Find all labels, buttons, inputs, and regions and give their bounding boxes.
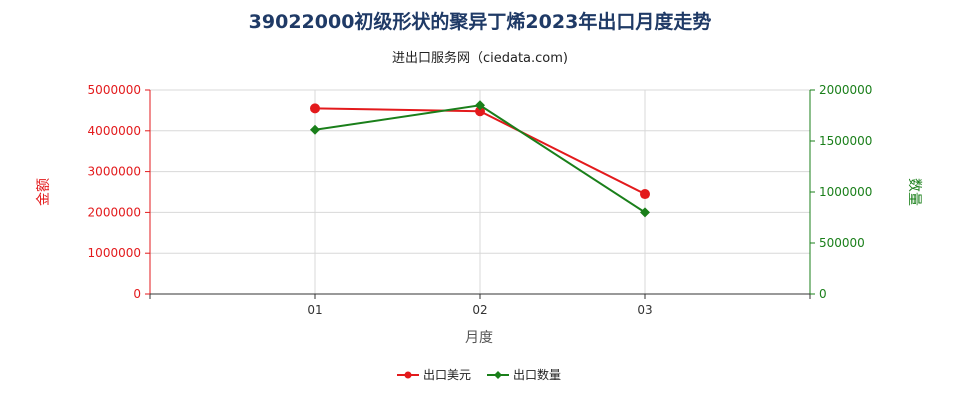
x-tick-label: 03 — [637, 303, 652, 317]
grid — [150, 89, 810, 294]
legend-label: 出口数量 — [513, 367, 561, 382]
x-tick-label: 01 — [307, 303, 322, 317]
data-point-quantity — [310, 124, 320, 135]
left-axis-ticks: 0 1000000 2000000 3000000 4000000 5000000 — [88, 83, 150, 301]
right-tick-label: 2000000 — [819, 83, 872, 97]
data-point-quantity — [640, 207, 650, 218]
data-point-usd — [475, 106, 485, 117]
data-point-quantity — [475, 100, 485, 111]
left-tick-label: 4000000 — [88, 124, 141, 138]
legend-marker — [494, 371, 502, 379]
left-axis-title: 金额 — [36, 178, 52, 206]
legend: 出口美元 出口数量 — [397, 367, 561, 382]
legend-marker — [404, 371, 412, 379]
right-tick-label: 500000 — [819, 236, 865, 250]
series-layer — [310, 100, 650, 218]
data-point-usd — [310, 103, 320, 114]
legend-label: 出口美元 — [423, 368, 471, 382]
axes — [149, 90, 811, 299]
right-tick-label: 1000000 — [819, 185, 872, 199]
left-tick-label: 1000000 — [88, 246, 141, 260]
right-tick-label: 1500000 — [819, 134, 872, 148]
x-axis-ticks: 01 02 03 — [307, 303, 652, 317]
left-tick-label: 2000000 — [88, 205, 141, 219]
left-tick-label: 3000000 — [88, 165, 141, 179]
chart-subtitle: 进出口服务网（ciedata.com) — [392, 50, 568, 66]
right-tick-label: 0 — [819, 287, 827, 301]
left-tick-label: 0 — [133, 287, 141, 301]
right-axis-ticks: 0 500000 1000000 1500000 2000000 — [810, 83, 872, 301]
chart-title: 39022000初级形状的聚异丁烯2023年出口月度走势 — [249, 10, 712, 33]
data-point-usd — [640, 189, 650, 200]
left-tick-label: 5000000 — [88, 83, 141, 97]
x-tick-label: 02 — [472, 303, 487, 317]
x-axis-title: 月度 — [465, 330, 493, 346]
right-axis-title: 数量 — [906, 178, 922, 206]
